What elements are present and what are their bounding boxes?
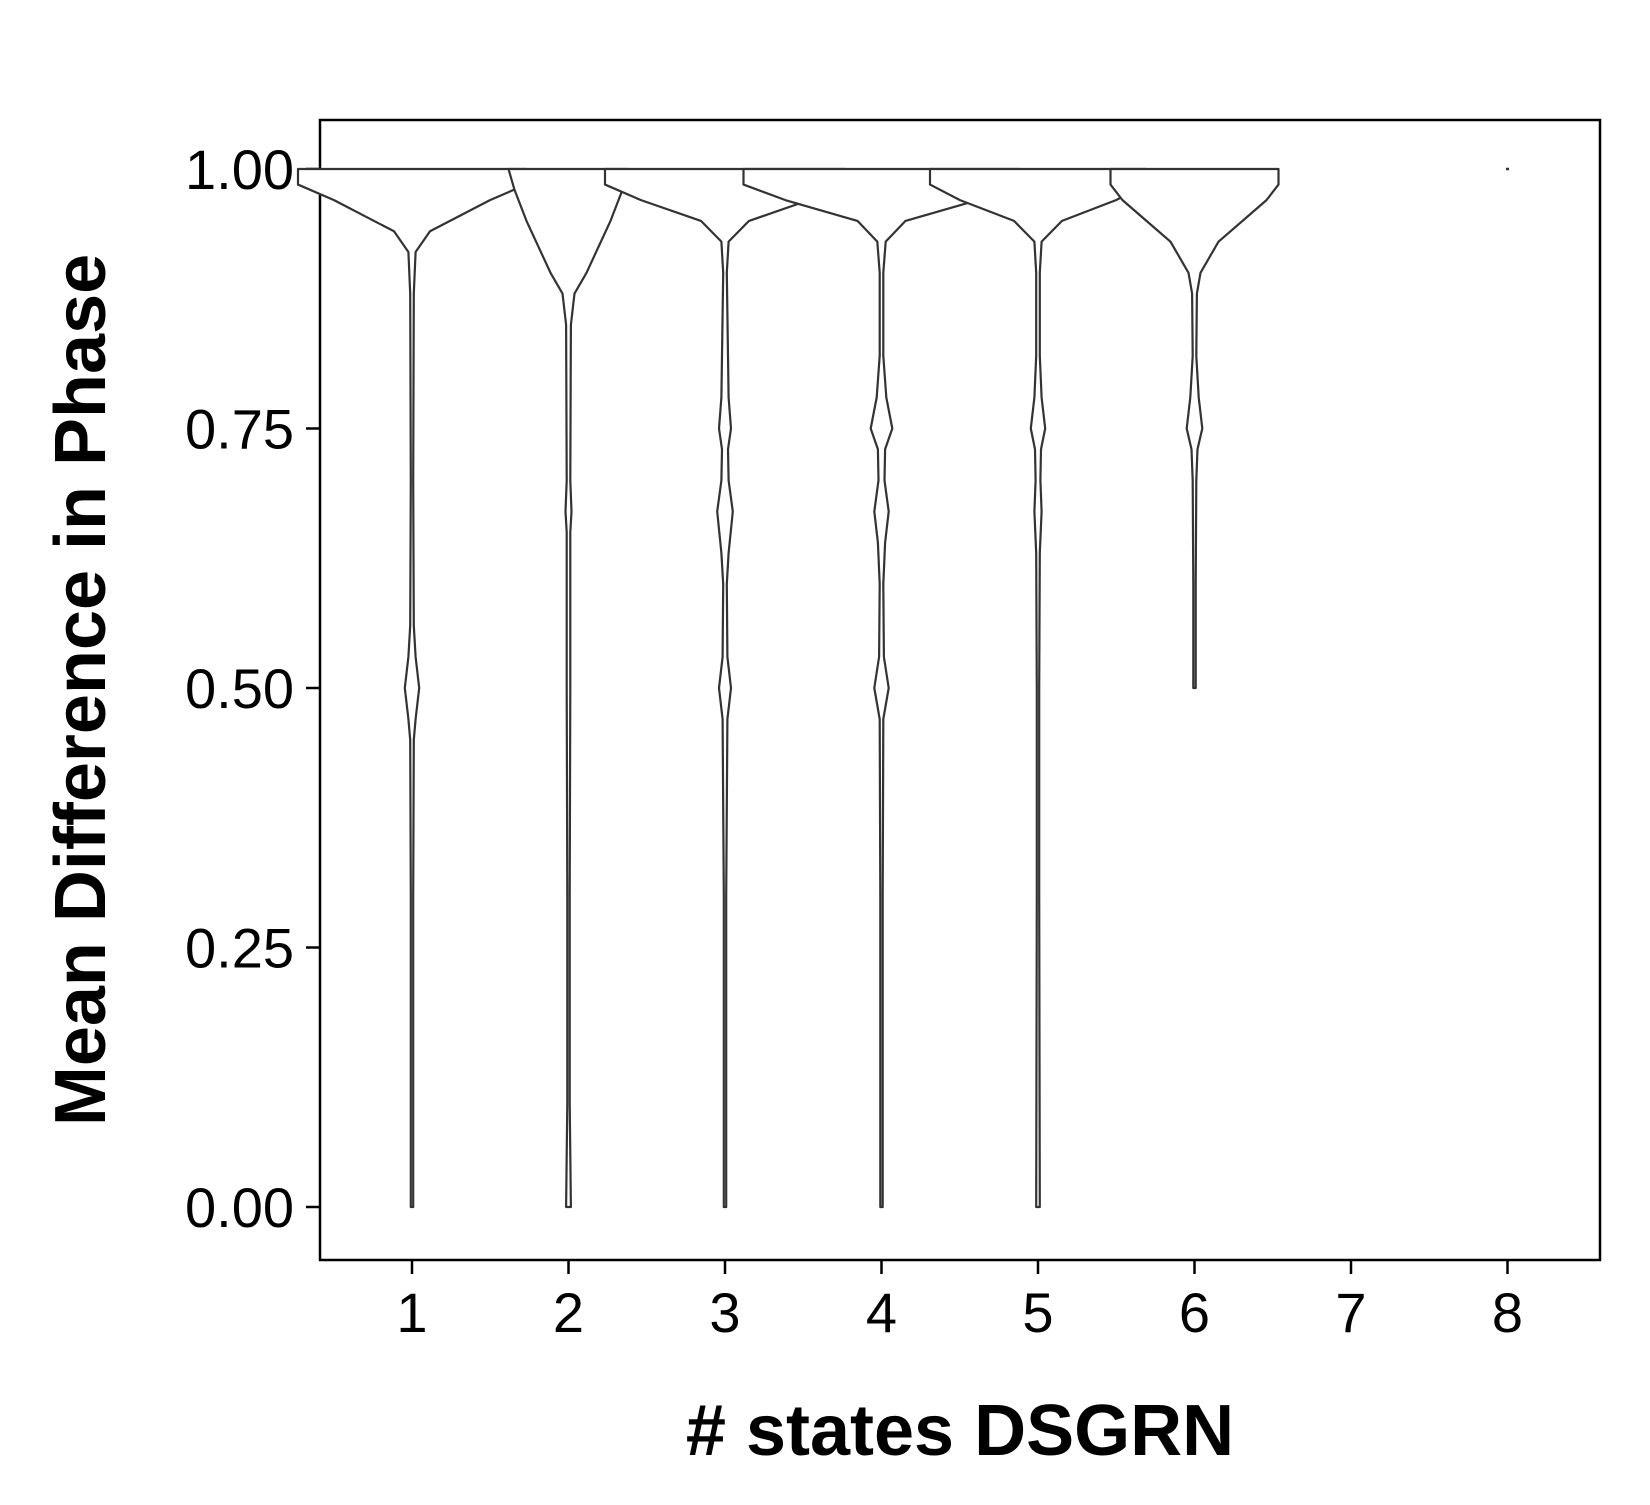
x-tick-label: 1 [396,1281,427,1344]
y-axis: 0.00 0.25 0.50 0.75 1.00 [185,138,320,1239]
x-tick-label: 7 [1335,1281,1366,1344]
plot-panel-border [318,118,1602,1262]
x-tick-label: 2 [553,1281,584,1344]
y-tick-label: 0.75 [185,398,294,461]
violin-3 [603,167,847,1209]
x-tick-label: 4 [866,1281,897,1344]
y-tick-label: 0.50 [185,657,294,720]
x-tick-label: 8 [1492,1281,1523,1344]
violin-5 [928,167,1148,1209]
violin-4 [742,167,1021,1209]
violin-layer [296,167,1509,1209]
x-axis: 1 2 3 4 5 6 7 8 [396,1260,1523,1344]
y-tick-label: 0.00 [185,1176,294,1239]
x-axis-title: # states DSGRN [686,1391,1234,1471]
violin-1 [296,167,528,1209]
y-tick-label: 1.00 [185,138,294,201]
x-tick-label: 5 [1022,1281,1053,1344]
y-axis-title: Mean Difference in Phase [41,254,121,1126]
x-tick-label: 3 [709,1281,740,1344]
x-tick-label: 6 [1179,1281,1210,1344]
y-tick-label: 0.25 [185,917,294,980]
violin-2 [507,167,630,1209]
violin-6 [1109,167,1280,690]
